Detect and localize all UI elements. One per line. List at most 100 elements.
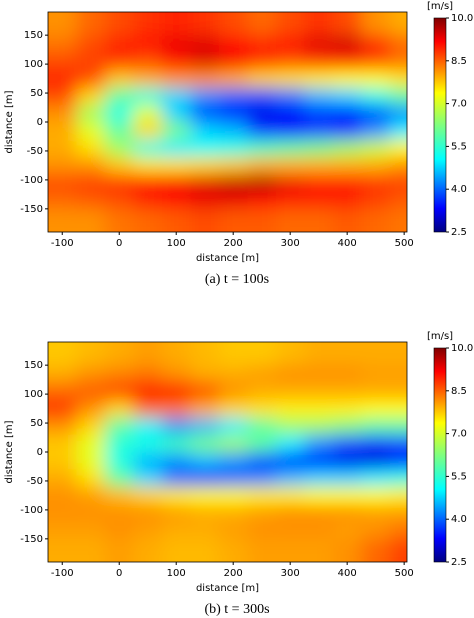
cell [48,538,77,562]
cell [161,87,191,106]
colorbar-tick-label: 5.5 [451,471,467,482]
cell [48,35,77,54]
cell [389,69,407,88]
y-tick-label: 50 [30,418,43,429]
cell [161,139,191,158]
cell [247,122,277,140]
cell [104,52,134,71]
cell [76,434,106,453]
cell [48,504,77,522]
cell [332,521,362,540]
cell [218,486,248,505]
cell [48,191,77,210]
cell [76,122,106,140]
cell [361,104,391,123]
cell [361,486,391,505]
cell [389,342,407,366]
cell [161,504,191,522]
y-tick-label: 0 [37,447,43,458]
cell [190,382,220,401]
cell [133,122,163,140]
y-tick-label: 0 [37,117,43,128]
cell [190,452,220,470]
x-tick-label: 300 [281,238,300,249]
cell [275,417,305,436]
colorbar-tick-label: 7.0 [451,429,467,440]
cell [247,52,277,71]
cell [104,538,134,562]
cell [275,365,305,384]
cell [48,122,77,140]
cell [332,504,362,522]
cell [161,399,191,418]
cell [76,174,106,192]
cell [218,69,248,88]
cell [389,174,407,192]
cell [190,399,220,418]
cell [161,69,191,88]
colorbar-tick-label: 8.5 [451,56,467,67]
x-tick-label: 400 [338,238,357,249]
cell [161,538,191,562]
cell [218,156,248,175]
cell [104,417,134,436]
cell [304,52,334,71]
cell [304,342,334,366]
cell [133,12,163,36]
cell [190,139,220,158]
cell [275,87,305,106]
colorbar-tick-label: 5.5 [451,141,467,152]
cell [104,156,134,175]
cell [275,538,305,562]
cell [190,69,220,88]
cell [275,504,305,522]
caption: (a) t = 100s [205,272,269,287]
x-tick-label: 0 [116,238,122,249]
cell [389,417,407,436]
cell [104,469,134,488]
cell [332,208,362,232]
x-axis-label: distance [m] [196,583,259,594]
cell [76,417,106,436]
cell [76,208,106,232]
cell [247,504,277,522]
cell [161,452,191,470]
cell [190,365,220,384]
cell [218,174,248,192]
cell [190,486,220,505]
cell [218,434,248,453]
cell [104,139,134,158]
cell [389,521,407,540]
cell [76,469,106,488]
cell [104,191,134,210]
colorbar-tick-label: 2.5 [451,557,467,568]
colorbar-tick-label: 2.5 [451,227,467,238]
cell [304,399,334,418]
y-tick-label: 100 [24,59,43,70]
cell [361,139,391,158]
cell [304,486,334,505]
cell [389,35,407,54]
colorbar-tick-label: 4.0 [451,184,467,195]
cell [190,521,220,540]
cell [361,434,391,453]
cell [361,35,391,54]
cell [218,365,248,384]
cell [48,52,77,71]
cell [161,191,191,210]
cell [332,12,362,36]
y-axis-label: distance [m] [4,90,15,153]
cell [133,191,163,210]
cell [190,12,220,36]
cell [104,452,134,470]
cell [275,208,305,232]
cell [304,104,334,123]
cell [218,12,248,36]
cell [389,156,407,175]
cell [133,208,163,232]
cell [247,417,277,436]
cell [361,399,391,418]
cell [190,174,220,192]
plot-area [48,342,407,562]
cell [361,538,391,562]
